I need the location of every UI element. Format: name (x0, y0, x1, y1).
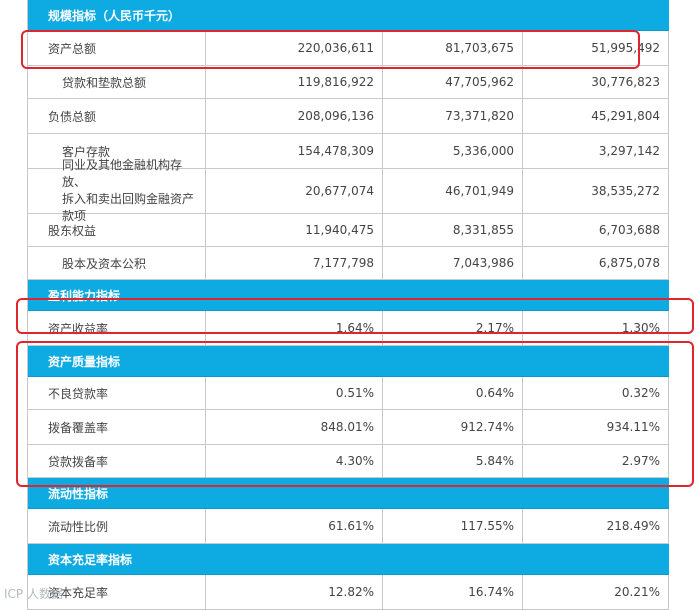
value-cell: 0.64% (383, 377, 523, 409)
value-cell: 7,177,798 (206, 247, 383, 279)
table-row-total-assets: 资产总额 220,036,611 81,703,675 51,995,492 (28, 31, 669, 66)
value-cell: 0.32% (523, 377, 669, 409)
table-row-provision-coverage: 拨备覆盖率 848.01% 912.74% 934.11% (28, 410, 669, 445)
row-label-line-2: 拆入和卖出回购金融资产款项 (62, 192, 195, 223)
value-cell: 7,043,986 (383, 247, 523, 279)
value-cell: 6,875,078 (523, 247, 669, 279)
value-cell: 81,703,675 (383, 31, 523, 65)
value-cell: 46,701,949 (383, 169, 523, 213)
row-label: 贷款拨备率 (28, 445, 206, 477)
value-cell: 4.30% (206, 445, 383, 477)
value-cell: 8,331,855 (383, 214, 523, 246)
value-cell: 0.51% (206, 377, 383, 409)
table-row-deposits: 客户存款 154,478,309 5,336,000 3,297,142 (28, 134, 669, 169)
value-cell: 912.74% (383, 410, 523, 444)
row-label: 资产总额 (28, 31, 206, 65)
value-cell: 45,291,804 (523, 99, 669, 133)
value-cell: 20,677,074 (206, 169, 383, 213)
section-header-scale: 规模指标（人民币千元） (28, 0, 669, 31)
row-label: 负债总额 (28, 99, 206, 133)
value-cell: 1.30% (523, 311, 669, 345)
value-cell: 6,703,688 (523, 214, 669, 246)
row-label-line-1: 同业及其他金融机构存放、 (62, 158, 183, 189)
row-label: 客户存款 (28, 134, 206, 168)
value-cell: 11,940,475 (206, 214, 383, 246)
row-label: 股本及资本公积 (28, 247, 206, 279)
table-row-equity: 股东权益 11,940,475 8,331,855 6,703,688 (28, 214, 669, 247)
table-row-interbank: 同业及其他金融机构存放、 拆入和卖出回购金融资产款项 20,677,074 46… (28, 158, 669, 223)
table-row-loan-provision: 贷款拨备率 4.30% 5.84% 2.97% (28, 445, 669, 478)
value-cell: 208,096,136 (206, 99, 383, 133)
financial-indicators-table: 规模指标（人民币千元） 资产总额 220,036,611 81,703,675 … (27, 0, 669, 610)
value-cell: 47,705,962 (383, 66, 523, 98)
table-row-total-liabilities: 负债总额 208,096,136 73,371,820 45,291,804 (28, 99, 669, 134)
table-row-roa: 资产收益率 1.64% 2.17% 1.30% (28, 311, 669, 346)
row-label: 贷款和垫款总额 (28, 66, 206, 98)
row-label: 不良贷款率 (28, 377, 206, 409)
value-cell: 73,371,820 (383, 99, 523, 133)
value-cell: 117.55% (383, 509, 523, 543)
table-row-loans: 贷款和垫款总额 119,816,922 47,705,962 30,776,82… (28, 66, 669, 99)
value-cell: 220,036,611 (206, 31, 383, 65)
value-cell: 2.97% (523, 445, 669, 477)
value-cell: 848.01% (206, 410, 383, 444)
value-cell: 2.17% (383, 311, 523, 345)
value-cell: 61.61% (206, 509, 383, 543)
value-cell: 119,816,922 (206, 66, 383, 98)
value-cell: 16.74% (383, 575, 523, 609)
table-row-liquidity-ratio: 流动性比例 61.61% 117.55% 218.49% (28, 509, 669, 544)
table-row-car: 资本充足率 12.82% 16.74% 20.21% (28, 575, 669, 610)
value-cell: 38,535,272 (523, 169, 669, 213)
row-label: 股东权益 (28, 214, 206, 246)
value-cell: 1.64% (206, 311, 383, 345)
section-header-capital: 资本充足率指标 (28, 544, 669, 575)
row-label: 流动性比例 (28, 509, 206, 543)
row-label: 同业及其他金融机构存放、 拆入和卖出回购金融资产款项 (28, 158, 206, 223)
section-header-liquidity: 流动性指标 (28, 478, 669, 509)
value-cell: 12.82% (206, 575, 383, 609)
value-cell: 218.49% (523, 509, 669, 543)
value-cell: 5.84% (383, 445, 523, 477)
section-header-asset-quality: 资产质量指标 (28, 346, 669, 377)
value-cell: 3,297,142 (523, 134, 669, 168)
value-cell: 154,478,309 (206, 134, 383, 168)
table-row-npl: 不良贷款率 0.51% 0.64% 0.32% (28, 377, 669, 410)
row-label: 资产收益率 (28, 311, 206, 345)
section-header-profitability: 盈利能力指标 (28, 280, 669, 311)
value-cell: 934.11% (523, 410, 669, 444)
value-cell: 30,776,823 (523, 66, 669, 98)
row-label: 拨备覆盖率 (28, 410, 206, 444)
value-cell: 5,336,000 (383, 134, 523, 168)
table-row-share-capital: 股本及资本公积 7,177,798 7,043,986 6,875,078 (28, 247, 669, 280)
value-cell: 51,995,492 (523, 31, 669, 65)
row-label: 资本充足率 (28, 575, 206, 609)
watermark: ICP 人数据 (4, 587, 63, 601)
value-cell: 20.21% (523, 575, 669, 609)
